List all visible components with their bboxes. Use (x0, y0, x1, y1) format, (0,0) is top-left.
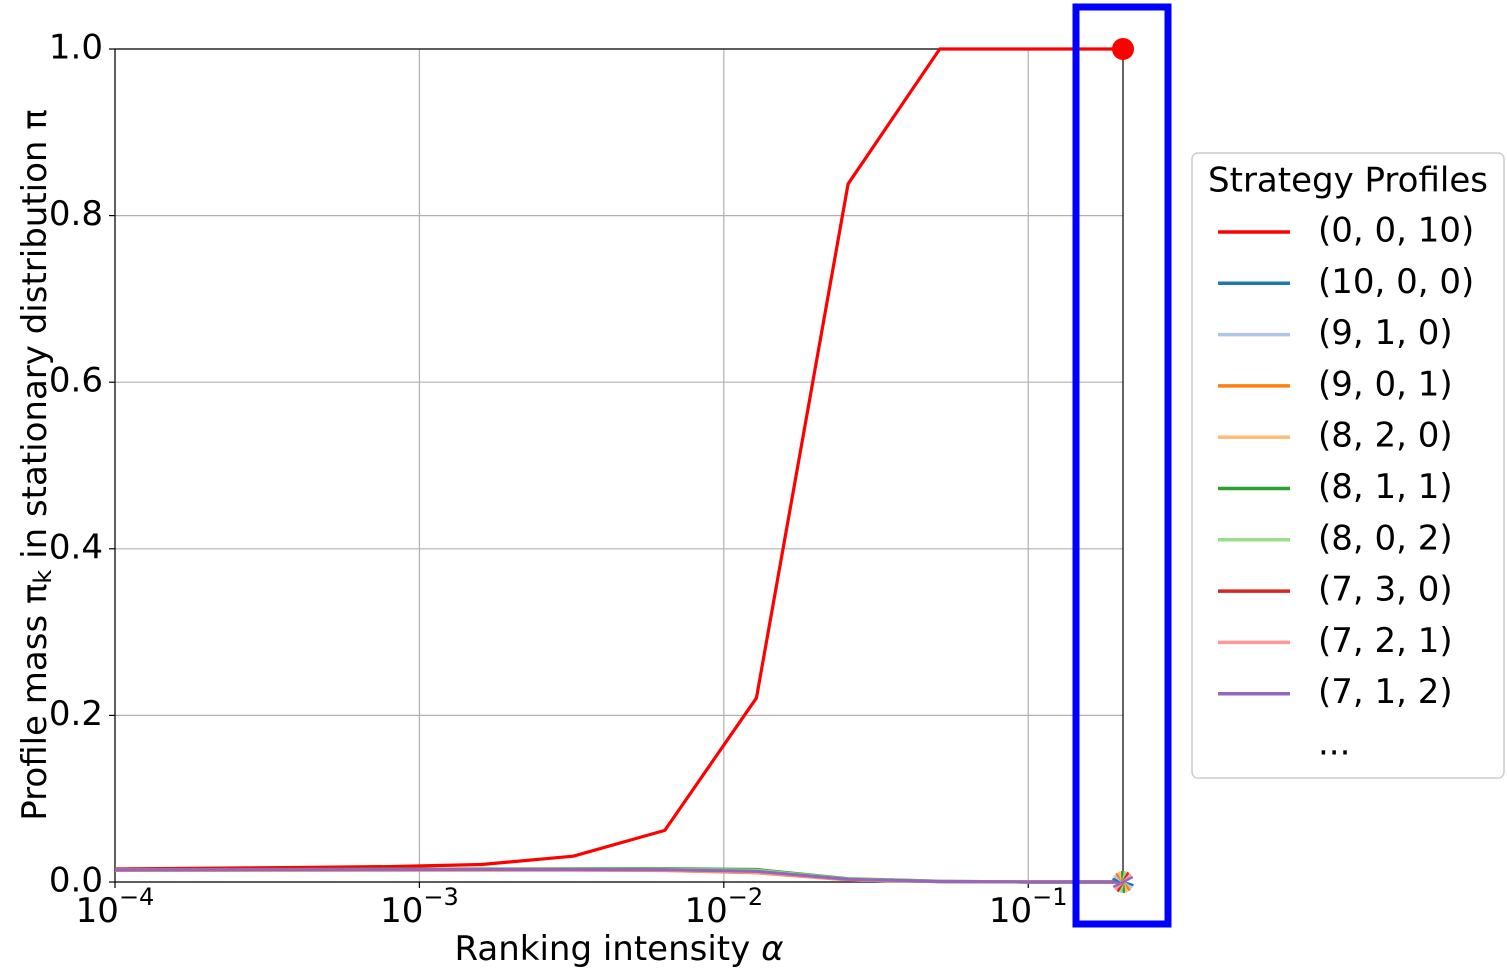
y-label-text: in stationary distribution π (15, 109, 55, 569)
x-tick-base: 10 (684, 891, 727, 931)
x-tick-label: 10−1 (989, 883, 1068, 931)
legend-label: (7, 3, 0) (1318, 570, 1453, 610)
legend-label: (7, 2, 1) (1318, 621, 1453, 661)
y-tick-label: 0.4 (49, 527, 103, 567)
y-tick-label: 1.0 (49, 28, 103, 68)
y-label-subscript: k (29, 570, 57, 584)
y-tick-label: 0.2 (49, 694, 103, 734)
legend-label: (10, 0, 0) (1318, 262, 1474, 302)
x-label-symbol: α (761, 929, 783, 969)
y-tick-label: 0.8 (49, 194, 103, 234)
x-tick-base: 10 (989, 891, 1032, 931)
legend-label: (8, 1, 1) (1318, 467, 1453, 507)
x-tick-exponent: −2 (728, 883, 763, 911)
y-tick-label: 0.0 (49, 861, 103, 901)
end-marker (1112, 38, 1134, 60)
legend-label: (8, 0, 2) (1318, 518, 1453, 558)
x-tick-exponent: −1 (1032, 883, 1067, 911)
y-label-text: Profile mass π (15, 584, 55, 821)
series-line (114, 47, 1123, 871)
legend-label: (9, 1, 0) (1318, 313, 1453, 353)
x-tick-label: 10−4 (76, 883, 155, 931)
plot-frame (114, 48, 1124, 883)
y-axis-label: Profile mass πk in stationary distributi… (15, 109, 58, 821)
legend-box (1191, 152, 1505, 779)
x-axis-label: Ranking intensity α (455, 929, 784, 969)
legend-label: (0, 0, 10) (1318, 211, 1474, 251)
highlight-box (1072, 3, 1172, 928)
x-tick-base: 10 (76, 891, 119, 931)
x-tick-exponent: −3 (423, 883, 458, 911)
x-tick-exponent: −4 (119, 883, 154, 911)
y-tick-label: 0.6 (49, 361, 103, 401)
x-label-text: Ranking intensity (455, 929, 762, 969)
x-tick-label: 10−3 (380, 883, 459, 931)
legend-label: (7, 1, 2) (1318, 672, 1453, 712)
legend-more: ... (1318, 724, 1350, 764)
legend-label: (8, 2, 0) (1318, 416, 1453, 456)
series-line (114, 867, 1123, 884)
legend-label: (9, 0, 1) (1318, 364, 1453, 404)
x-tick-label: 10−2 (684, 883, 763, 931)
end-marker (1112, 875, 1134, 889)
legend-title: Strategy Profiles (1208, 161, 1488, 201)
plot-area (109, 47, 1124, 888)
x-tick-base: 10 (380, 891, 423, 931)
